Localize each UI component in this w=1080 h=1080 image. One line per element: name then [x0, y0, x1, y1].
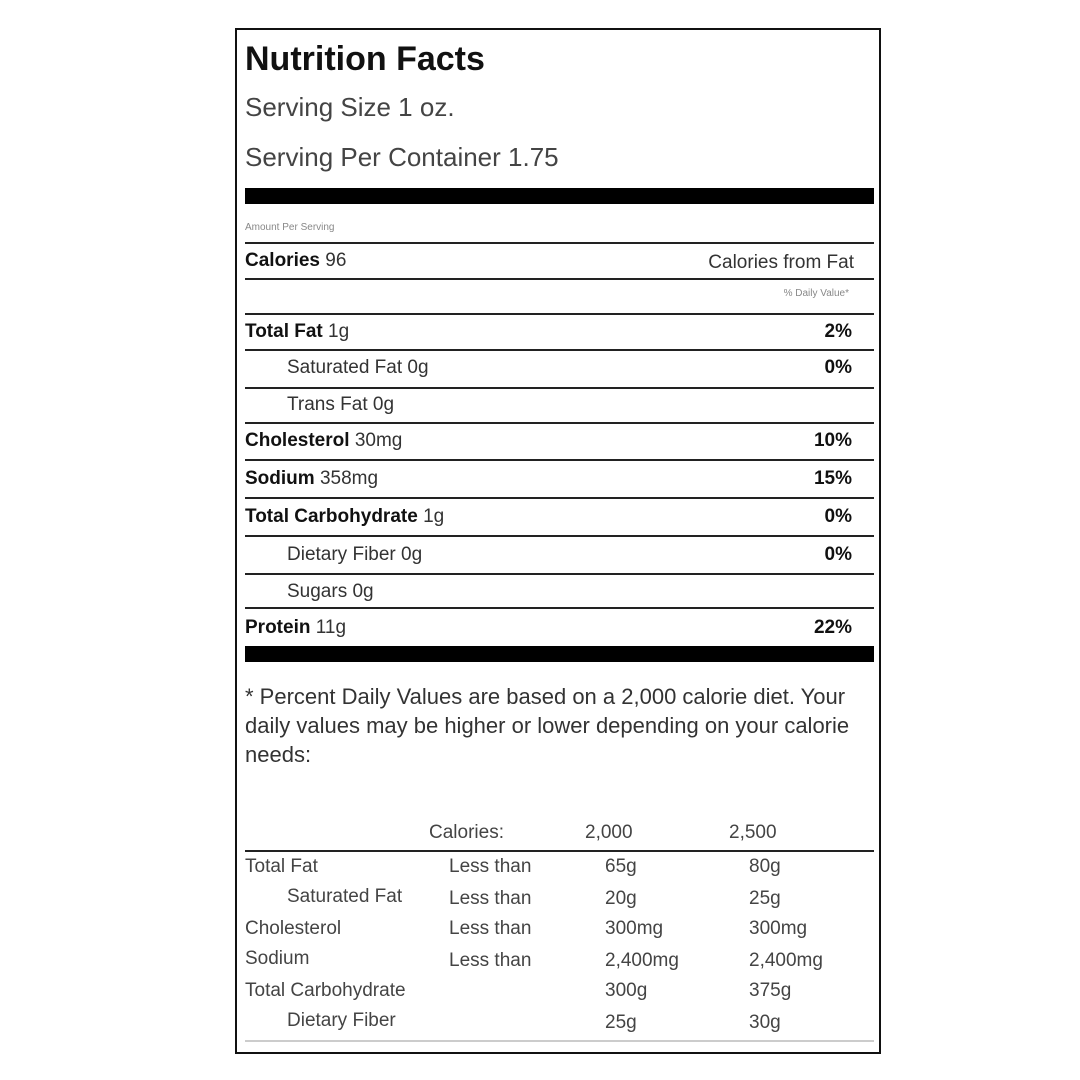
nutrient-row-cholesterol: Cholesterol 30mg 10% [245, 430, 874, 452]
label-title: Nutrition Facts [245, 40, 485, 78]
reference-bottom-rule [245, 1040, 874, 1042]
nutrition-label: Nutrition Facts Serving Size 1 oz. Servi… [235, 28, 881, 1054]
nutrient-name: Protein [245, 617, 316, 638]
divider [245, 497, 874, 499]
reference-row-2000: 2,400mg [605, 950, 679, 971]
nutrient-amount: 1g [423, 506, 445, 527]
amount-per-serving: Amount Per Serving [245, 222, 335, 233]
divider [245, 313, 874, 315]
servings-per-container: Serving Per Container 1.75 [245, 142, 559, 172]
nutrient-row-saturated-fat: Saturated Fat 0g 0% [287, 357, 874, 379]
divider [245, 349, 874, 351]
reference-row-name: Dietary Fiber [287, 1010, 396, 1031]
nutrient-amount: 358mg [319, 468, 379, 489]
nutrient-dv: 0% [824, 357, 852, 378]
nutrient-row-total-carbohydrate: Total Carbohydrate 1g 0% [245, 506, 874, 528]
divider [245, 387, 874, 389]
nutrient-dv: 0% [824, 544, 852, 565]
reference-row-name: Saturated Fat [287, 886, 403, 907]
reference-row-name: Total Fat [245, 856, 318, 877]
nutrient-dv: 10% [813, 430, 852, 451]
reference-header-2000: 2,000 [585, 822, 633, 843]
reference-row-name: Sodium [245, 948, 310, 969]
calories-from-fat: Calories from Fat [708, 252, 854, 273]
reference-row-qualifier: Less than [449, 888, 532, 909]
nutrient-dv: 2% [824, 321, 852, 342]
nutrient-row-total-fat: Total Fat 1g 2% [245, 321, 874, 343]
nutrient-amount: 11g [315, 617, 347, 638]
daily-value-header: % Daily Value* [783, 288, 849, 299]
reference-row-2000: 300g [605, 980, 648, 1001]
nutrient-name: Trans Fat [287, 394, 373, 415]
reference-row-2000: 300mg [605, 918, 664, 939]
reference-row-2500: 375g [749, 980, 792, 1001]
nutrient-dv: 0% [824, 506, 852, 527]
divider [245, 459, 874, 461]
nutrient-row-trans-fat: Trans Fat 0g [287, 394, 874, 416]
nutrient-row-sodium: Sodium 358mg 15% [245, 468, 874, 490]
thick-divider-top [245, 188, 874, 204]
thick-divider-bottom [245, 646, 874, 662]
nutrient-amount: 0g [401, 544, 423, 565]
nutrient-name: Total Fat [245, 321, 329, 342]
reference-row-2500: 30g [749, 1012, 781, 1033]
divider [245, 422, 874, 424]
reference-header-2500: 2,500 [729, 822, 777, 843]
reference-row-2500: 25g [749, 888, 781, 909]
nutrient-name: Saturated Fat [287, 357, 408, 378]
divider [245, 278, 874, 280]
divider [245, 573, 874, 575]
reference-row-name: Cholesterol [245, 918, 342, 939]
divider [245, 607, 874, 609]
footnote: * Percent Daily Values are based on a 2,… [245, 684, 850, 767]
calories-label: Calories [245, 250, 326, 271]
reference-row-2000: 20g [605, 888, 637, 909]
calories-value: 96 [325, 250, 347, 271]
reference-header-calories: Calories: [429, 822, 504, 843]
nutrient-amount: 0g [372, 394, 395, 415]
serving-size: Serving Size 1 oz. [245, 92, 455, 122]
nutrient-amount: 0g [352, 581, 374, 602]
reference-row-name: Total Carbohydrate [245, 980, 406, 1001]
reference-row-2000: 65g [605, 856, 637, 877]
nutrient-name: Dietary Fiber [287, 544, 402, 565]
nutrient-row-protein: Protein 11g 22% [245, 617, 874, 639]
nutrient-amount: 30mg [354, 430, 403, 451]
nutrient-row-sugars: Sugars 0g [287, 581, 874, 603]
calories-row: Calories 96 Calories from Fat [245, 250, 874, 273]
reference-row-2500: 300mg [749, 918, 808, 939]
nutrient-name: Cholesterol [245, 430, 355, 451]
nutrient-row-dietary-fiber: Dietary Fiber 0g 0% [287, 544, 874, 566]
reference-divider [245, 850, 874, 852]
nutrient-dv: 15% [813, 468, 852, 489]
reference-row-2000: 25g [605, 1012, 637, 1033]
reference-row-2500: 80g [749, 856, 781, 877]
reference-row-2500: 2,400mg [749, 950, 823, 971]
divider [245, 242, 874, 244]
nutrient-name: Sodium [245, 468, 320, 489]
nutrient-amount: 0g [407, 357, 429, 378]
nutrient-dv: 22% [813, 617, 852, 638]
nutrient-name: Total Carbohydrate [245, 506, 424, 527]
reference-row-qualifier: Less than [449, 856, 532, 877]
reference-row-qualifier: Less than [449, 918, 532, 939]
nutrient-amount: 1g [328, 321, 350, 342]
reference-row-qualifier: Less than [449, 950, 532, 971]
nutrient-name: Sugars [287, 581, 353, 602]
divider [245, 535, 874, 537]
